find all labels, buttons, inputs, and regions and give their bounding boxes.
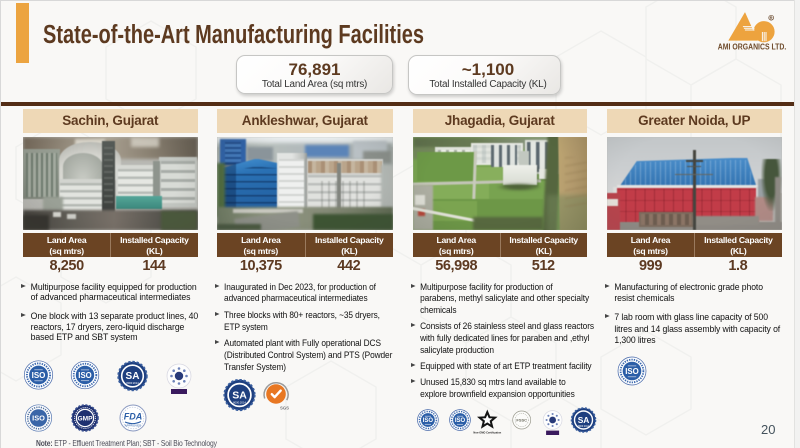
svg-text:GMP: GMP bbox=[77, 415, 93, 422]
svg-text:State-of-the-Art Manufacturing: State-of-the-Art Manufacturing Facilitie… bbox=[43, 21, 424, 49]
svg-text:ISO: ISO bbox=[32, 414, 45, 423]
svg-text:ISO: ISO bbox=[32, 371, 46, 380]
svg-text:ISO: ISO bbox=[455, 418, 466, 424]
svg-text:ISO: ISO bbox=[625, 367, 639, 376]
svg-text:FDA: FDA bbox=[124, 412, 143, 422]
svg-text:R: R bbox=[770, 16, 773, 21]
svg-text:ISO: ISO bbox=[422, 418, 433, 424]
svg-text:8000:2014: 8000:2014 bbox=[578, 426, 590, 428]
svg-text:8000:2014: 8000:2014 bbox=[126, 381, 139, 385]
svg-text:SA: SA bbox=[126, 371, 140, 382]
svg-text:APPROVED: APPROVED bbox=[125, 424, 143, 428]
svg-text:SA: SA bbox=[577, 415, 589, 425]
svg-text:FSSC: FSSC bbox=[516, 418, 527, 423]
svg-text:SA: SA bbox=[232, 389, 247, 401]
svg-text:AMI ORGANICS LTD.: AMI ORGANICS LTD. bbox=[718, 43, 787, 52]
svg-text:Non-GMO Certification: Non-GMO Certification bbox=[473, 431, 501, 435]
svg-text:ISO: ISO bbox=[78, 371, 91, 380]
svg-text:SGS: SGS bbox=[280, 406, 289, 411]
svg-text:8000:2014: 8000:2014 bbox=[233, 401, 246, 405]
